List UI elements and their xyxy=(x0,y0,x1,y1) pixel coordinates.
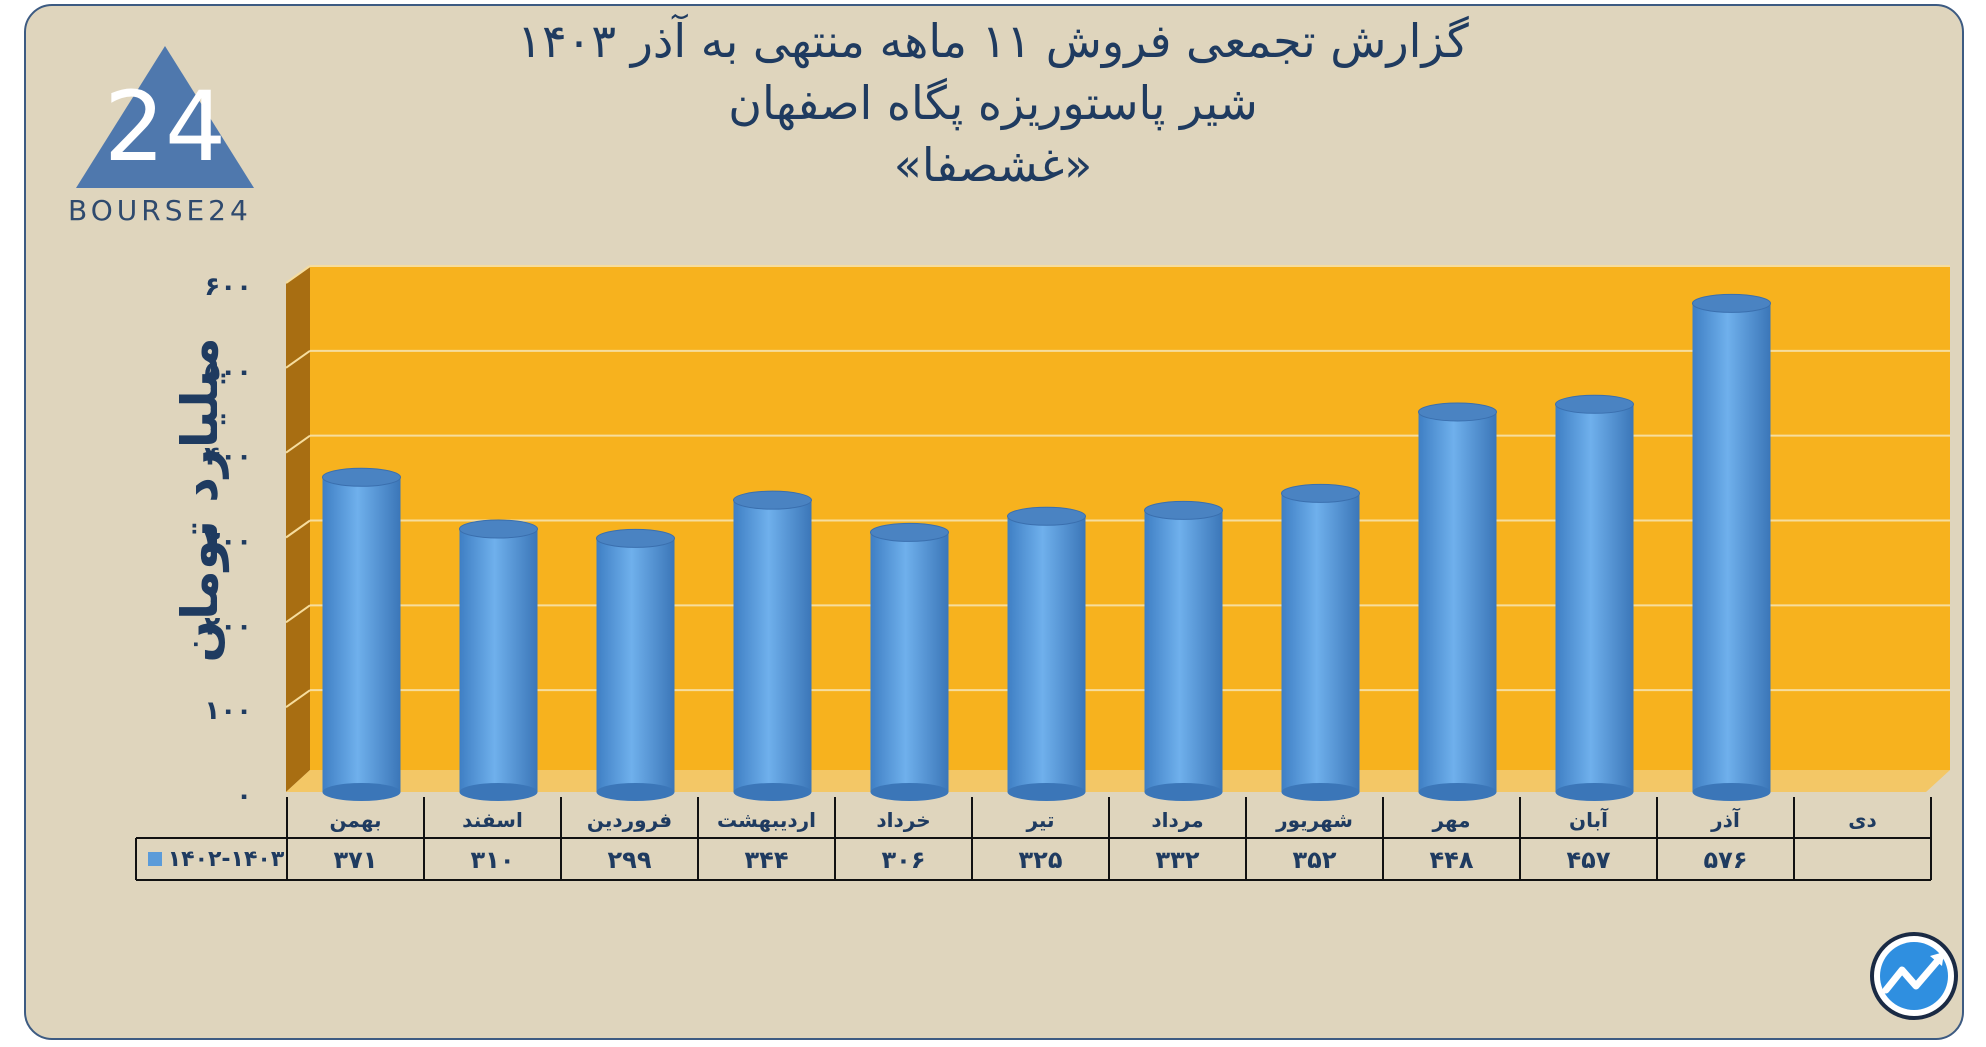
bar-base xyxy=(459,783,538,801)
plot-area xyxy=(285,265,1950,792)
bar xyxy=(733,490,812,801)
bar-top xyxy=(322,467,401,487)
bar-base xyxy=(596,783,675,801)
data-label: ۲۹۹ xyxy=(608,846,652,874)
x-tick-label: تیر xyxy=(1025,808,1054,832)
bar-top xyxy=(1555,394,1634,414)
y-tick-label: ۲۰۰ xyxy=(204,611,252,641)
grid-lines xyxy=(285,265,1950,708)
bar-base xyxy=(322,783,401,801)
bar-body xyxy=(870,532,949,792)
data-label: ۳۴۴ xyxy=(745,846,789,874)
bar-top xyxy=(870,522,949,542)
bar-body xyxy=(596,538,675,792)
data-label: ۳۲۵ xyxy=(1019,846,1063,874)
bars xyxy=(322,293,1771,801)
y-tick-label: ۶۰۰ xyxy=(204,272,252,302)
grid-line xyxy=(285,604,311,624)
chart-symbol: «غشصفا» xyxy=(893,138,1093,192)
bar xyxy=(1281,483,1360,801)
data-label: ۵۷۶ xyxy=(1704,846,1748,874)
x-tick-label: بهمن xyxy=(329,808,381,832)
y-tick-label: ۴۰۰ xyxy=(204,442,252,472)
data-label: ۴۵۷ xyxy=(1567,846,1611,874)
bar-base xyxy=(1692,783,1771,801)
x-tick-label: اردیبهشت xyxy=(717,808,816,832)
data-label: ۳۰۶ xyxy=(882,846,926,874)
bar xyxy=(1555,394,1634,801)
data-label: ۳۳۲ xyxy=(1156,846,1200,874)
bar-base xyxy=(1007,783,1086,801)
plot-floor xyxy=(286,770,1950,792)
legend-swatch xyxy=(148,852,162,866)
grid-line xyxy=(285,519,311,539)
y-tick-label: ۱۰۰ xyxy=(204,696,252,726)
bar xyxy=(322,467,401,801)
data-label: ۳۷۱ xyxy=(334,846,378,874)
chart-subtitle: شیر پاستوریزه پگاه اصفهان xyxy=(728,76,1258,130)
bar xyxy=(596,528,675,801)
y-tick-label: ۰ xyxy=(236,781,252,811)
bar-base xyxy=(1281,783,1360,801)
bar-top xyxy=(1281,483,1360,503)
data-label: ۴۴۸ xyxy=(1430,846,1474,874)
y-axis-ticks: ۰ ۱۰۰ ۲۰۰ ۳۰۰ ۴۰۰ ۵۰۰ ۶۰۰ xyxy=(204,272,252,811)
x-tick-label: مرداد xyxy=(1151,808,1203,832)
bar-body xyxy=(1418,411,1497,792)
bar xyxy=(1692,293,1771,801)
bar-base xyxy=(1418,783,1497,801)
bar xyxy=(1007,506,1086,801)
bar-body xyxy=(459,529,538,792)
bar-top xyxy=(1144,500,1223,520)
x-tick-label: خرداد xyxy=(876,808,930,832)
bar-top xyxy=(596,528,675,548)
bar-base xyxy=(733,783,812,801)
data-label: ۳۵۲ xyxy=(1293,846,1337,874)
logo-text: BOURSE24 xyxy=(68,194,252,227)
y-tick-label: ۵۰۰ xyxy=(204,357,252,387)
bar xyxy=(870,522,949,801)
bar-body xyxy=(1555,404,1634,792)
x-tick-label: فروردین xyxy=(587,808,672,832)
bar-body xyxy=(1144,510,1223,792)
bar-base xyxy=(1555,783,1634,801)
x-tick-label: آذر xyxy=(1710,807,1741,832)
trend-badge-icon xyxy=(1870,932,1958,1020)
data-table: بهمن ۳۷۱ اسفند ۳۱۰ فروردین ۲۹۹ اردیبهشت ۳۴۴ خردا… xyxy=(135,797,1932,881)
bar-top xyxy=(733,490,812,510)
x-tick-label: شهریور xyxy=(1275,808,1353,832)
bar xyxy=(1418,402,1497,801)
x-tick-label: اسفند xyxy=(462,808,523,832)
bar-top xyxy=(1418,402,1497,422)
bar-body xyxy=(733,500,812,792)
bar-base xyxy=(870,783,949,801)
x-tick-label: دی xyxy=(1848,808,1877,832)
legend-label: ۱۴۰۲-۱۴۰۳ xyxy=(168,847,285,872)
y-tick-label: ۳۰۰ xyxy=(204,527,252,557)
grid-line xyxy=(285,350,311,369)
bar-top xyxy=(1692,293,1771,313)
bar-body xyxy=(1007,516,1086,792)
bar-top xyxy=(459,519,538,539)
grid-line xyxy=(285,265,311,284)
bourse24-logo: 24 xyxy=(76,46,254,188)
x-tick-label: آبان xyxy=(1569,807,1609,832)
chart-title: گزارش تجمعی فروش ۱۱ ماهه منتهی به آذر ۱۴… xyxy=(517,14,1469,68)
bar-base xyxy=(1144,783,1223,801)
bar xyxy=(459,519,538,801)
bar-body xyxy=(1281,493,1360,792)
grid-line xyxy=(285,689,311,708)
bar-top xyxy=(1007,506,1086,526)
data-label: ۳۱۰ xyxy=(471,846,515,874)
bar-body xyxy=(322,477,401,792)
x-tick-label: مهر xyxy=(1431,808,1470,832)
grid-line xyxy=(285,434,311,454)
bar-body xyxy=(1692,303,1771,792)
bar xyxy=(1144,500,1223,801)
logo-numeral: 24 xyxy=(104,71,226,183)
logo-triangle xyxy=(76,46,254,188)
